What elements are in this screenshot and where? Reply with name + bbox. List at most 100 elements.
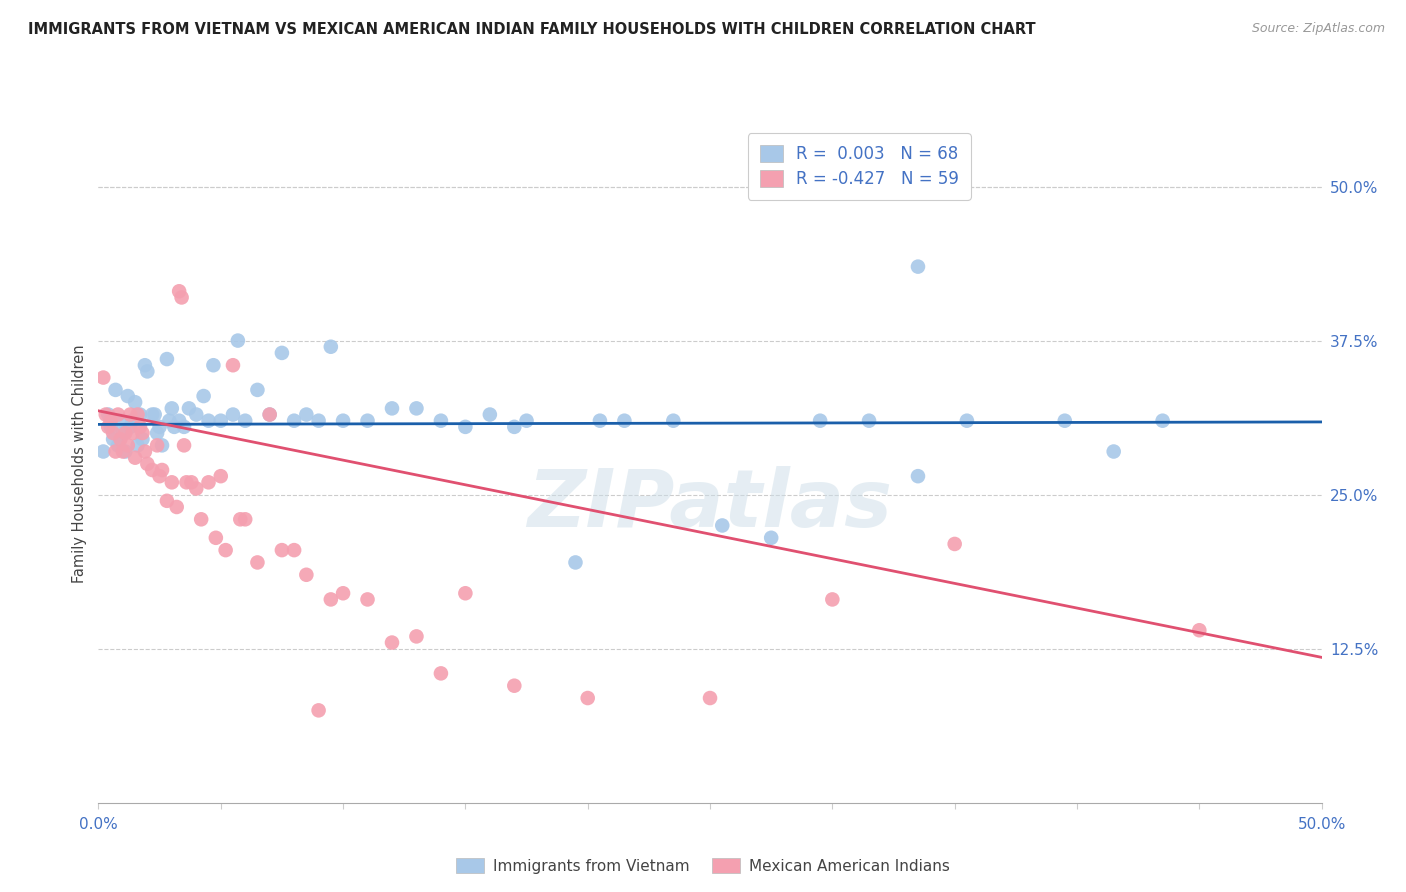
Point [613, 414, 636, 428]
Point [270, 346, 294, 360]
Point [259, 408, 281, 422]
Point [226, 334, 249, 348]
Point [308, 703, 330, 717]
Point [129, 408, 152, 422]
Point [193, 389, 215, 403]
Point [97, 408, 120, 422]
Point [308, 414, 330, 428]
Point [129, 420, 152, 434]
Point [101, 425, 124, 440]
Point [761, 531, 783, 545]
Point [478, 408, 501, 422]
Point [101, 432, 124, 446]
Point [259, 408, 281, 422]
Point [381, 401, 404, 416]
Point [111, 444, 134, 458]
Point [405, 629, 427, 643]
Point [127, 408, 149, 422]
Point [319, 592, 342, 607]
Point [1102, 444, 1125, 458]
Legend: Immigrants from Vietnam, Mexican American Indians: Immigrants from Vietnam, Mexican America… [450, 852, 956, 880]
Point [107, 408, 129, 422]
Point [319, 340, 342, 354]
Text: ZIPatlas: ZIPatlas [527, 466, 893, 543]
Point [222, 358, 245, 372]
Point [124, 395, 146, 409]
Point [332, 414, 354, 428]
Point [177, 401, 200, 416]
Point [808, 414, 831, 428]
Point [503, 420, 526, 434]
Text: IMMIGRANTS FROM VIETNAM VS MEXICAN AMERICAN INDIAN FAMILY HOUSEHOLDS WITH CHILDR: IMMIGRANTS FROM VIETNAM VS MEXICAN AMERI… [28, 22, 1036, 37]
Point [134, 444, 156, 458]
Point [295, 408, 318, 422]
Point [454, 586, 477, 600]
Point [100, 420, 122, 434]
Point [124, 450, 146, 465]
Text: Source: ZipAtlas.com: Source: ZipAtlas.com [1251, 22, 1385, 36]
Point [173, 438, 195, 452]
Point [131, 432, 153, 446]
Point [121, 414, 143, 428]
Point [430, 666, 453, 681]
Legend: R =  0.003   N = 68, R = -0.427   N = 59: R = 0.003 N = 68, R = -0.427 N = 59 [748, 133, 970, 200]
Point [150, 438, 173, 452]
Point [270, 543, 294, 558]
Point [205, 531, 228, 545]
Point [197, 414, 219, 428]
Point [149, 420, 172, 434]
Point [662, 414, 685, 428]
Point [186, 408, 208, 422]
Point [100, 414, 122, 428]
Point [160, 475, 183, 490]
Point [1053, 414, 1076, 428]
Point [120, 420, 142, 434]
Point [111, 425, 134, 440]
Point [430, 414, 453, 428]
Point [117, 438, 139, 452]
Point [454, 420, 477, 434]
Point [515, 414, 537, 428]
Point [214, 543, 236, 558]
Point [197, 475, 219, 490]
Point [283, 543, 305, 558]
Point [246, 383, 269, 397]
Point [166, 500, 188, 514]
Point [233, 512, 256, 526]
Point [114, 425, 136, 440]
Point [167, 414, 190, 428]
Point [229, 512, 252, 526]
Point [503, 679, 526, 693]
Point [143, 408, 166, 422]
Point [117, 389, 139, 403]
Point [907, 469, 929, 483]
Point [149, 469, 172, 483]
Point [163, 420, 186, 434]
Point [858, 414, 880, 428]
Point [233, 414, 256, 428]
Point [381, 635, 404, 649]
Point [711, 518, 734, 533]
Point [104, 444, 127, 458]
Point [97, 420, 120, 434]
Point [127, 438, 149, 452]
Point [141, 463, 163, 477]
Point [156, 493, 179, 508]
Point [91, 370, 114, 384]
Point [295, 567, 318, 582]
Point [332, 586, 354, 600]
Point [134, 358, 156, 372]
Point [1188, 624, 1211, 638]
Point [246, 556, 269, 570]
Point [157, 414, 180, 428]
Point [564, 556, 586, 570]
Point [907, 260, 929, 274]
Point [943, 537, 966, 551]
Point [146, 425, 169, 440]
Point [110, 414, 132, 428]
Point [209, 414, 232, 428]
Point [202, 358, 225, 372]
Point [821, 592, 844, 607]
Point [589, 414, 612, 428]
Point [222, 408, 245, 422]
